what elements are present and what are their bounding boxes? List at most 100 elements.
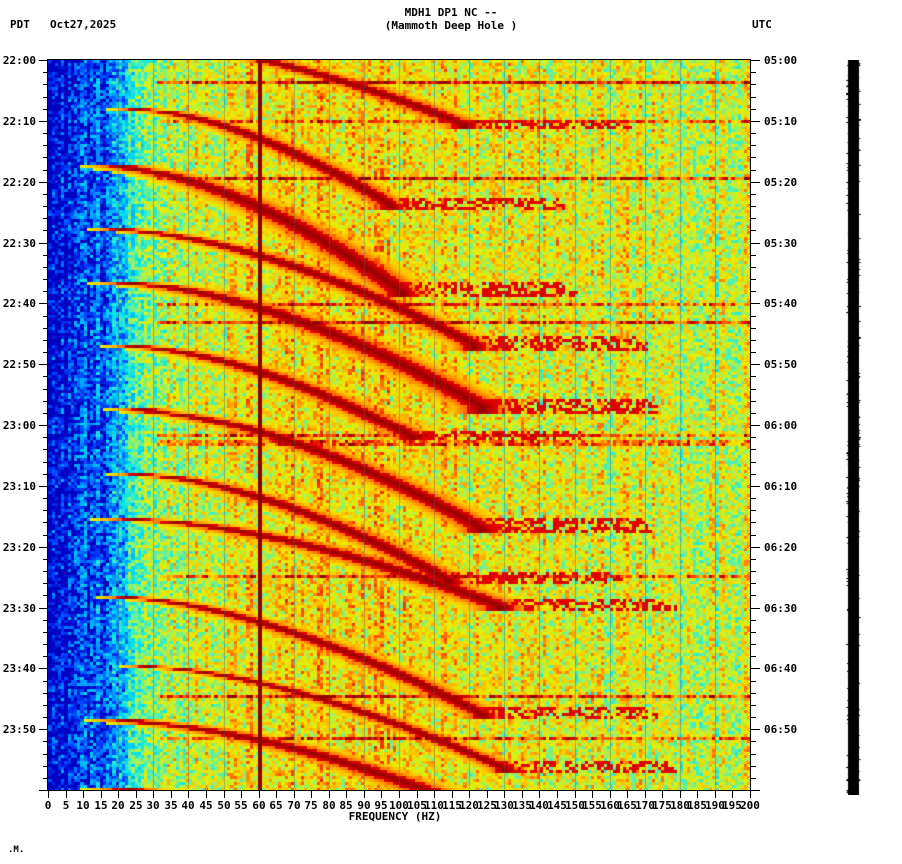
tick-minor <box>43 255 48 256</box>
tick-frequency <box>452 791 453 798</box>
tick-minor <box>43 766 48 767</box>
tick-minor <box>751 267 756 268</box>
tick-frequency <box>610 791 611 798</box>
frequency-label: 35 <box>164 799 178 812</box>
tick-minor <box>43 644 48 645</box>
corner-mark: .M. <box>8 845 25 855</box>
tick-minor <box>43 279 48 280</box>
frequency-label: 120 <box>459 799 479 812</box>
tick-minor <box>43 401 48 402</box>
time-label-utc: 05:10 <box>764 115 798 128</box>
frequency-label: 135 <box>512 799 532 812</box>
tick-minor <box>43 705 48 706</box>
frequency-label: 200 <box>740 799 760 812</box>
frequency-label: 40 <box>181 799 195 812</box>
tick-minor <box>751 608 760 609</box>
tick-frequency <box>522 791 523 798</box>
frequency-label: 175 <box>652 799 672 812</box>
spectrogram-canvas <box>48 60 750 790</box>
tick-frequency <box>83 791 84 798</box>
tick-minor <box>43 437 48 438</box>
time-label-utc: 06:50 <box>764 723 798 736</box>
tick-frequency <box>627 791 628 798</box>
time-label-pdt: 23:50 <box>2 723 36 736</box>
frequency-label: 190 <box>705 799 725 812</box>
tick-minor <box>751 194 756 195</box>
tick-minor <box>751 474 756 475</box>
tick-minor <box>43 693 48 694</box>
tick-minor <box>751 498 756 499</box>
tick-minor <box>751 230 756 231</box>
tick-minor <box>751 766 756 767</box>
tick-minor <box>751 352 756 353</box>
frequency-label: 195 <box>722 799 742 812</box>
tick-minor <box>751 109 756 110</box>
frequency-label: 25 <box>129 799 143 812</box>
timezone-label-left: PDT <box>10 18 30 31</box>
tick-minor <box>751 182 760 183</box>
tick-minor <box>751 255 756 256</box>
tick-frequency <box>48 791 49 798</box>
tick-frequency <box>101 791 102 798</box>
tick-frequency <box>487 791 488 798</box>
frequency-label: 30 <box>146 799 160 812</box>
frequency-label: 140 <box>529 799 549 812</box>
tick-minor <box>43 498 48 499</box>
tick-minor <box>751 486 760 487</box>
tick-minor <box>43 133 48 134</box>
tick-frequency <box>434 791 435 798</box>
spectrogram-plot[interactable] <box>48 60 750 790</box>
time-label-utc: 06:20 <box>764 541 798 554</box>
tick-minor <box>751 681 756 682</box>
tick-frequency <box>188 791 189 798</box>
tick-minor <box>39 243 48 244</box>
tick-minor <box>751 157 756 158</box>
time-label-utc: 05:40 <box>764 297 798 310</box>
tick-minor <box>43 291 48 292</box>
time-label-pdt: 22:40 <box>2 297 36 310</box>
time-label-pdt: 22:30 <box>2 237 36 250</box>
tick-minor <box>43 717 48 718</box>
tick-frequency <box>171 791 172 798</box>
tick-minor <box>751 790 760 791</box>
frequency-label: 45 <box>199 799 213 812</box>
tick-minor <box>751 72 756 73</box>
tick-frequency <box>575 791 576 798</box>
tick-minor <box>751 717 756 718</box>
tick-frequency <box>364 791 365 798</box>
tick-minor <box>39 121 48 122</box>
station-subtitle: (Mammoth Deep Hole ) <box>384 19 518 32</box>
tick-minor <box>751 279 756 280</box>
tick-frequency <box>417 791 418 798</box>
tick-minor <box>43 632 48 633</box>
tick-minor <box>43 474 48 475</box>
tick-minor <box>43 535 48 536</box>
time-label-utc: 06:00 <box>764 419 798 432</box>
tick-frequency <box>66 791 67 798</box>
tick-minor <box>751 522 756 523</box>
frequency-label: 85 <box>339 799 353 812</box>
frequency-label: 10 <box>76 799 90 812</box>
tick-minor <box>751 571 756 572</box>
tick-minor <box>43 84 48 85</box>
tick-frequency <box>645 791 646 798</box>
frequency-label: 185 <box>687 799 707 812</box>
tick-minor <box>43 352 48 353</box>
tick-minor <box>43 681 48 682</box>
tick-minor <box>39 547 48 548</box>
tick-minor <box>751 243 760 244</box>
tick-minor <box>751 218 756 219</box>
tick-minor <box>43 145 48 146</box>
tick-minor <box>751 547 760 548</box>
record-date: Oct27,2025 <box>50 18 117 31</box>
tick-frequency <box>346 791 347 798</box>
tick-frequency <box>259 791 260 798</box>
tick-minor <box>751 644 756 645</box>
tick-minor <box>39 425 48 426</box>
tick-frequency <box>136 791 137 798</box>
frequency-label: 100 <box>389 799 409 812</box>
time-label-utc: 05:00 <box>764 54 798 67</box>
tick-minor <box>751 583 756 584</box>
tick-minor <box>751 705 756 706</box>
time-label-utc: 05:50 <box>764 358 798 371</box>
